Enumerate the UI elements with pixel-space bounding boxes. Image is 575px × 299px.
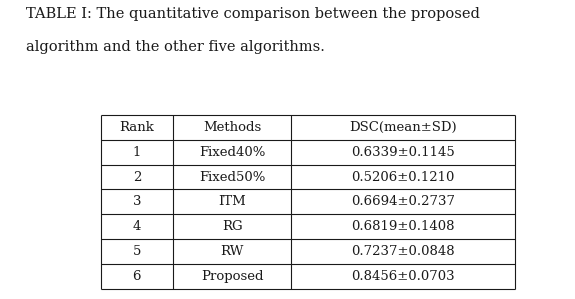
Text: 5: 5 bbox=[133, 245, 141, 258]
Text: 0.5206±0.1210: 0.5206±0.1210 bbox=[351, 170, 454, 184]
Text: 0.6819±0.1408: 0.6819±0.1408 bbox=[351, 220, 455, 233]
Text: Fixed50%: Fixed50% bbox=[199, 170, 265, 184]
Text: ITM: ITM bbox=[218, 195, 246, 208]
Text: 0.6694±0.2737: 0.6694±0.2737 bbox=[351, 195, 455, 208]
Text: RW: RW bbox=[220, 245, 244, 258]
Text: Fixed40%: Fixed40% bbox=[199, 146, 265, 159]
Text: 2: 2 bbox=[133, 170, 141, 184]
Text: 0.7237±0.0848: 0.7237±0.0848 bbox=[351, 245, 455, 258]
Text: 3: 3 bbox=[133, 195, 141, 208]
Text: algorithm and the other five algorithms.: algorithm and the other five algorithms. bbox=[26, 40, 325, 54]
Text: 0.6339±0.1145: 0.6339±0.1145 bbox=[351, 146, 455, 159]
Text: RG: RG bbox=[222, 220, 243, 233]
Text: 1: 1 bbox=[133, 146, 141, 159]
Text: 4: 4 bbox=[133, 220, 141, 233]
Text: Rank: Rank bbox=[120, 121, 154, 134]
Text: DSC(mean±SD): DSC(mean±SD) bbox=[349, 121, 457, 134]
Text: TABLE I: The quantitative comparison between the proposed: TABLE I: The quantitative comparison bet… bbox=[26, 7, 480, 22]
Text: 6: 6 bbox=[133, 270, 141, 283]
Text: Methods: Methods bbox=[203, 121, 261, 134]
Text: Proposed: Proposed bbox=[201, 270, 263, 283]
Text: 0.8456±0.0703: 0.8456±0.0703 bbox=[351, 270, 455, 283]
